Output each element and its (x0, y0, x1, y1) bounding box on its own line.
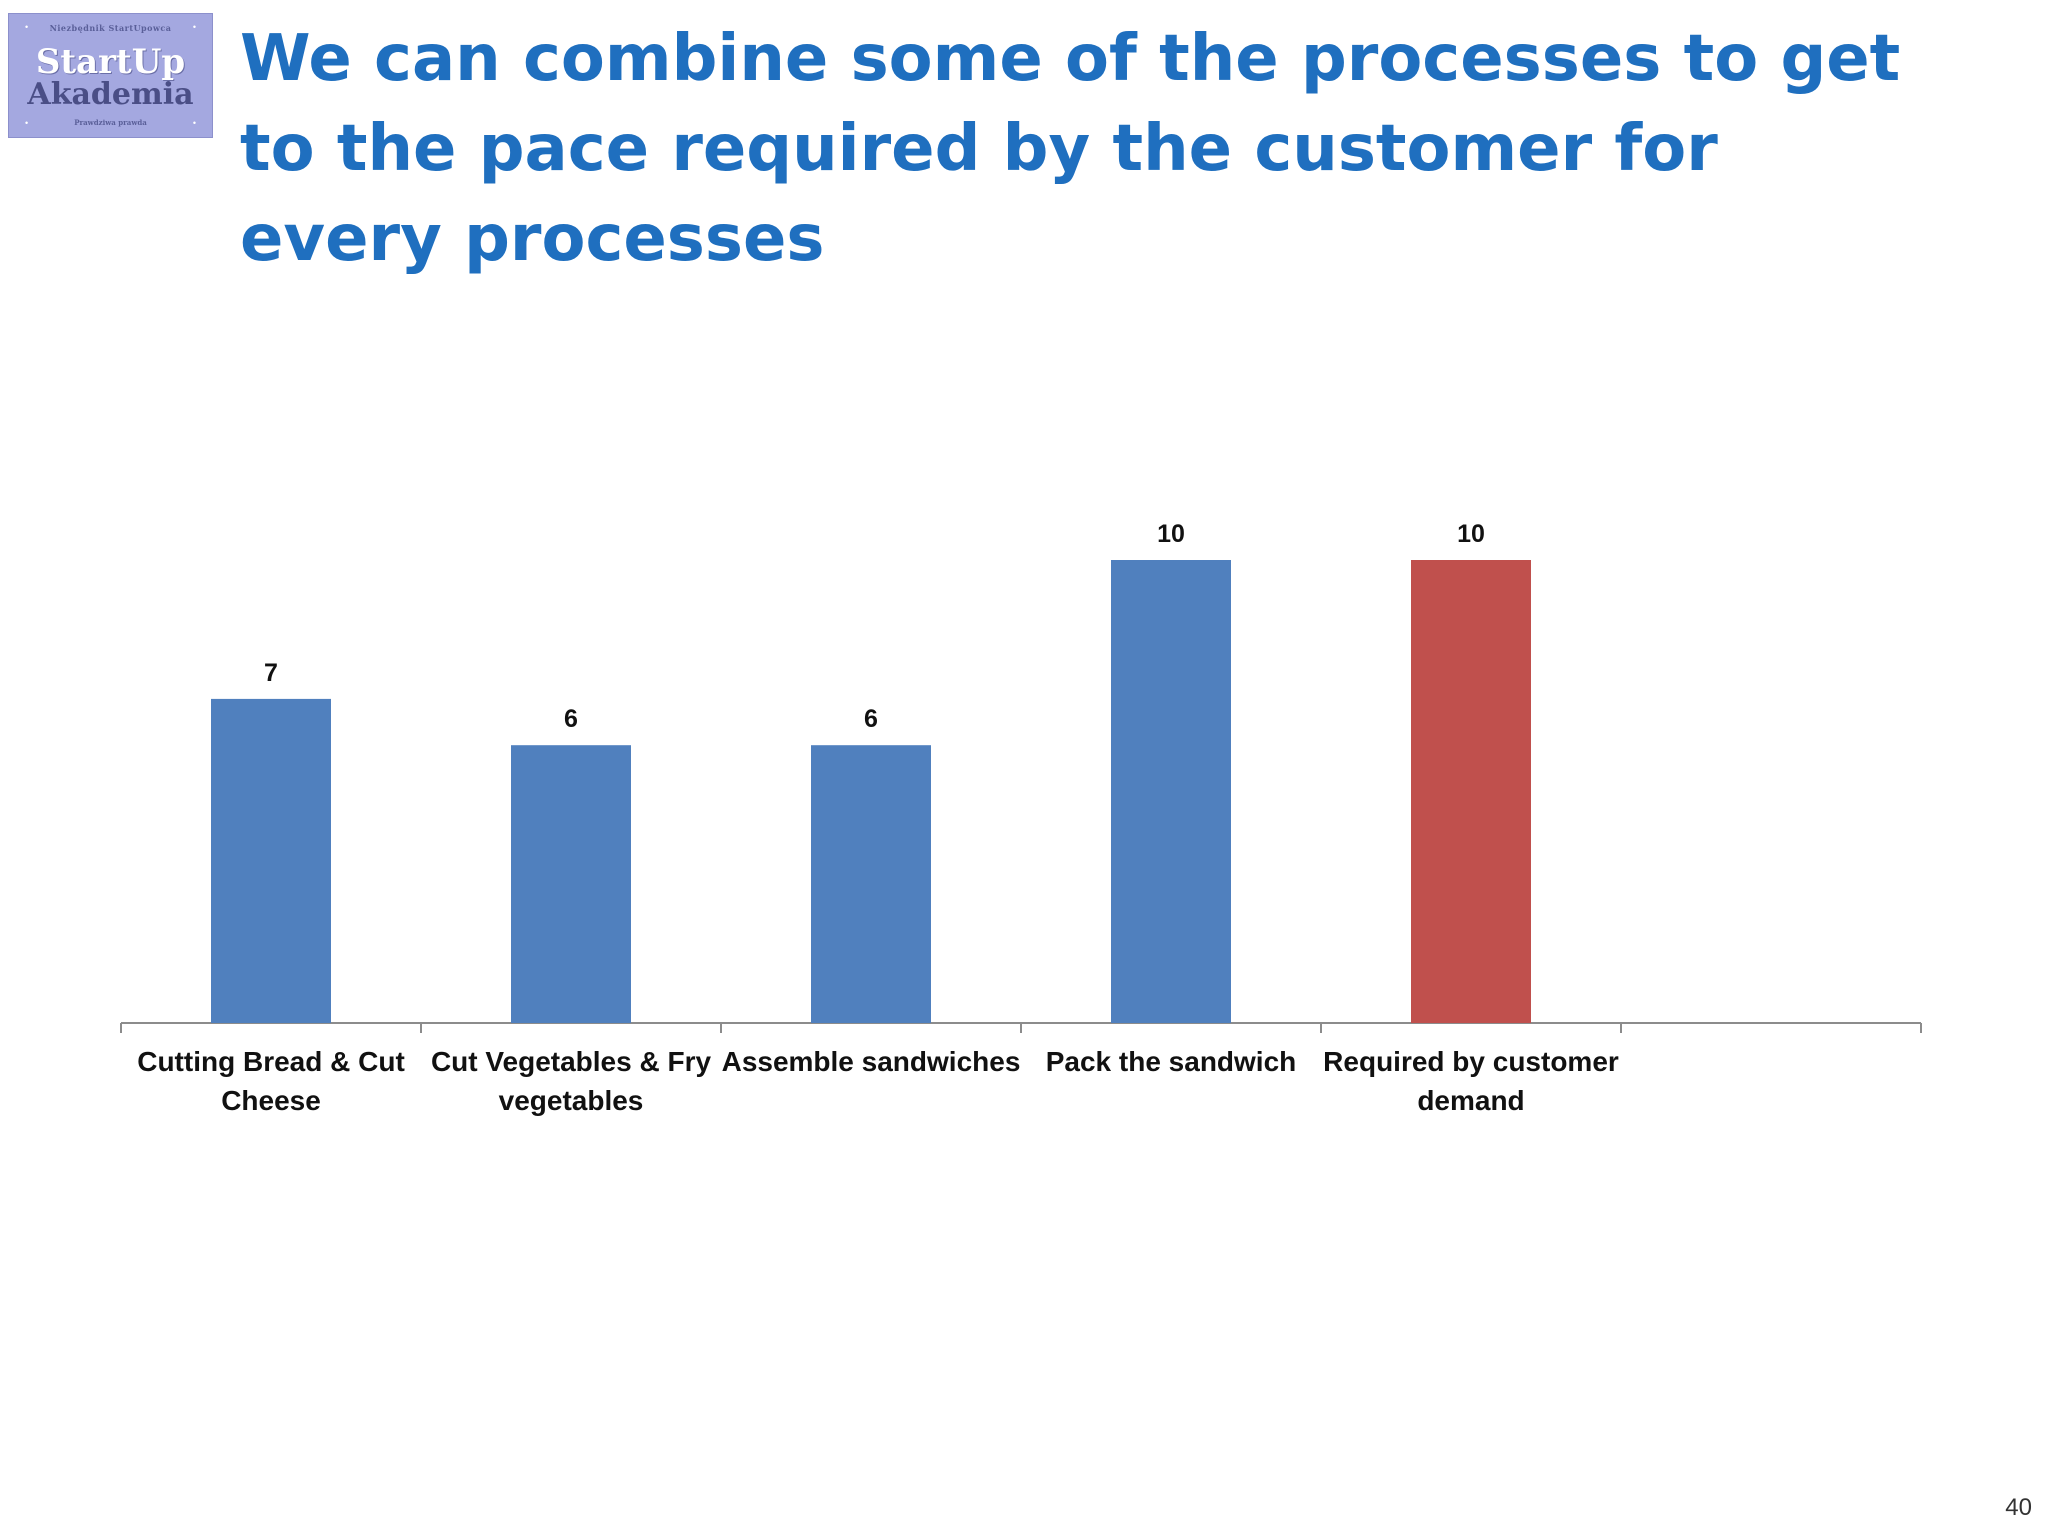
category-label-line: Cheese (221, 1085, 321, 1116)
bar (1411, 560, 1531, 1023)
category-label-line: vegetables (499, 1085, 644, 1116)
data-label: 10 (1157, 520, 1185, 548)
slide-title: We can combine some of the processes to … (240, 22, 1901, 276)
category-label-line: Cut Vegetables & Fry (431, 1046, 712, 1077)
data-label: 6 (564, 705, 578, 733)
category-label-line: Cutting Bread & Cut (137, 1046, 405, 1077)
bar (1111, 560, 1231, 1023)
logo-ornament-icon: • (192, 118, 196, 128)
logo-ornament-icon: • (25, 118, 29, 128)
category-label: Assemble sandwiches (722, 1046, 1021, 1077)
data-label: 7 (264, 659, 278, 687)
bar (811, 745, 931, 1023)
logo-line-2: Akademia (27, 77, 194, 112)
logo-bottom-text: Prawdziwa prawda (74, 118, 147, 127)
category-label-line: demand (1417, 1085, 1524, 1116)
startup-akademia-logo: • • • • Niezbędnik StartUpowca StartUp A… (8, 13, 213, 138)
category-label: Required by customer demand (1323, 1046, 1619, 1116)
logo-line-1: StartUp (35, 42, 186, 82)
data-label: 6 (864, 705, 878, 733)
category-label-line: Assemble sandwiches (722, 1046, 1021, 1077)
logo-top-text: Niezbędnik StartUpowca (49, 23, 172, 33)
data-label: 10 (1457, 520, 1485, 548)
logo-ornament-icon: • (192, 22, 196, 32)
category-label: Cutting Bread & Cut Cheese (137, 1046, 405, 1116)
bar (511, 745, 631, 1023)
category-label: Cut Vegetables & Fry vegetables (431, 1046, 712, 1116)
category-label-line: Required by customer (1323, 1046, 1619, 1077)
page-number: 40 (2005, 1494, 2032, 1521)
category-label: Pack the sandwich (1046, 1046, 1297, 1077)
logo-ornament-icon: • (25, 22, 29, 32)
category-label-line: Pack the sandwich (1046, 1046, 1297, 1077)
bar (211, 698, 331, 1023)
